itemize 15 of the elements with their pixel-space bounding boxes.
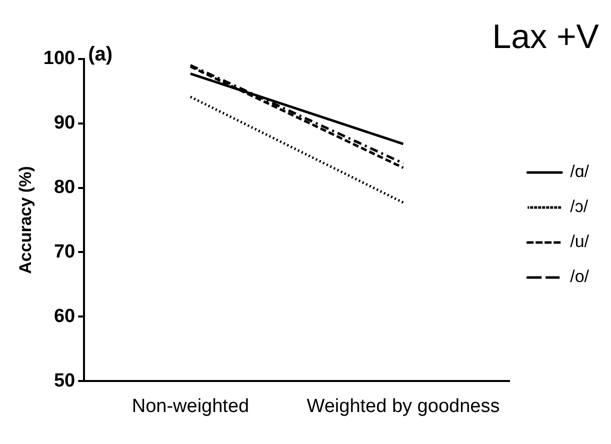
- annotation: (a): [88, 43, 113, 66]
- y-tick-label: 100: [43, 48, 76, 70]
- x-tick-label: Non-weighted: [132, 396, 250, 417]
- y-tick-label: 80: [54, 176, 76, 198]
- legend-label: /ɔ/: [570, 197, 588, 216]
- y-tick-label: 90: [54, 112, 76, 134]
- y-tick-label: 70: [54, 241, 76, 262]
- legend-label: /ɑ/: [570, 162, 590, 182]
- y-axis-title: Accuracy (%): [16, 166, 35, 274]
- y-tick-label: 60: [54, 306, 76, 327]
- legend-label: /o/: [570, 267, 590, 286]
- x-tick-label: Weighted by goodness: [306, 396, 500, 417]
- legend-label: /u/: [570, 232, 590, 252]
- y-tick-label: 50: [54, 370, 76, 392]
- chart-title: Lax +V: [492, 18, 600, 56]
